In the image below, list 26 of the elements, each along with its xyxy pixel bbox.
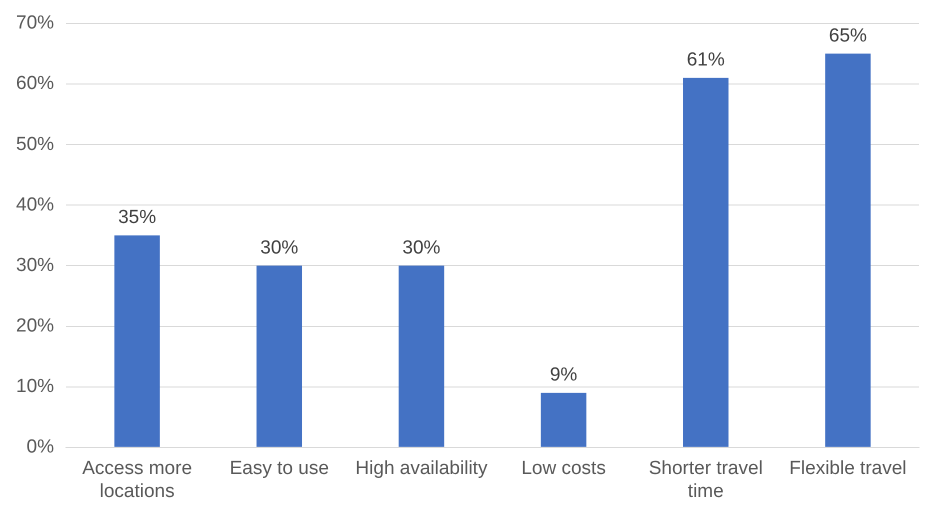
x-tick-label: Access more locations [82,458,192,502]
y-tick-label: 70% [16,12,54,34]
y-tick-label: 30% [16,254,54,276]
data-label: 30% [260,237,298,258]
data-label: 65% [828,25,868,46]
y-tick-label: 50% [16,134,54,155]
bar [683,78,729,447]
data-label: 35% [118,207,156,228]
x-tick-label: Flexible travel [789,458,907,480]
y-tick-label: 40% [16,194,54,216]
bar [540,392,586,447]
y-tick-label: 10% [16,376,54,398]
bar [825,54,871,447]
data-label: 9% [550,364,578,386]
x-tick-label: Shorter travel time [648,458,763,502]
x-tick-label: Low costs [521,458,606,480]
data-label: 61% [686,50,725,71]
x-tick-label: High availability [355,458,488,480]
bar [398,266,444,447]
y-tick-label: 60% [16,73,54,94]
y-tick-label: 20% [16,315,54,336]
bar [256,266,302,447]
y-tick-label: 0% [26,436,54,458]
data-label: 30% [402,237,441,258]
x-tick-label: Easy to use [230,458,329,480]
bar [114,235,160,447]
